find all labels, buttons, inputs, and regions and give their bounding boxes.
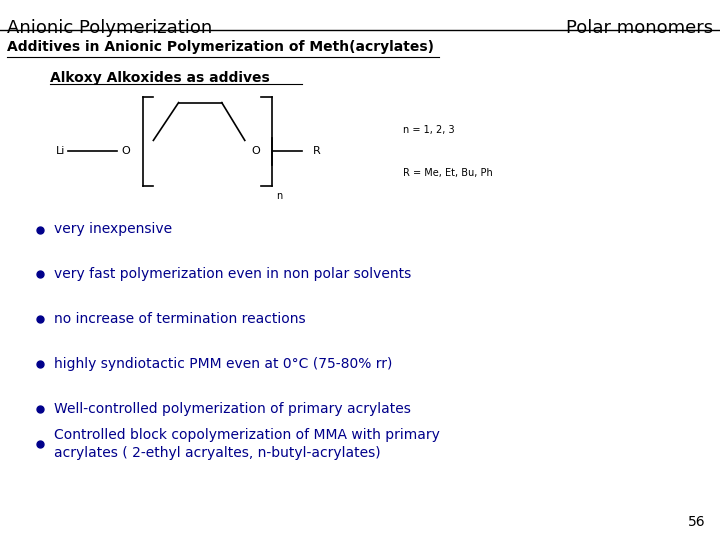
- Text: R = Me, Et, Bu, Ph: R = Me, Et, Bu, Ph: [403, 168, 493, 178]
- Text: Li: Li: [55, 146, 65, 156]
- Text: Controlled block copolymerization of MMA with primary
acrylates ( 2-ethyl acryal: Controlled block copolymerization of MMA…: [54, 428, 440, 460]
- Text: Alkoxy Alkoxides as addives: Alkoxy Alkoxides as addives: [50, 71, 270, 85]
- Text: R: R: [313, 146, 321, 156]
- Text: O: O: [251, 146, 260, 156]
- Text: O: O: [122, 146, 130, 156]
- Text: very inexpensive: very inexpensive: [54, 222, 172, 237]
- Text: highly syndiotactic PMM even at 0°C (75-80% rr): highly syndiotactic PMM even at 0°C (75-…: [54, 357, 392, 371]
- Text: Additives in Anionic Polymerization of Meth(acrylates): Additives in Anionic Polymerization of M…: [7, 40, 434, 55]
- Text: very fast polymerization even in non polar solvents: very fast polymerization even in non pol…: [54, 267, 411, 281]
- Text: Polar monomers: Polar monomers: [566, 19, 713, 37]
- Text: n = 1, 2, 3: n = 1, 2, 3: [403, 125, 455, 134]
- Text: no increase of termination reactions: no increase of termination reactions: [54, 312, 305, 326]
- Text: 56: 56: [688, 515, 706, 529]
- Text: Anionic Polymerization: Anionic Polymerization: [7, 19, 212, 37]
- Text: n: n: [276, 191, 282, 201]
- Text: Well-controlled polymerization of primary acrylates: Well-controlled polymerization of primar…: [54, 402, 411, 416]
